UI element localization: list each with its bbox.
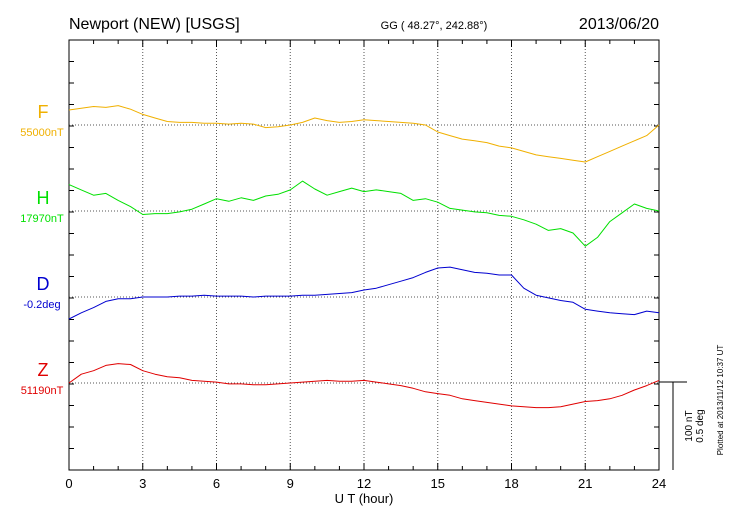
x-tick-label: 15 <box>431 476 445 491</box>
scale-bar-label-deg: 0.5 deg <box>695 409 706 442</box>
x-tick-label: 21 <box>578 476 592 491</box>
series-lines <box>68 105 660 409</box>
x-tick-labels: 0 3 6 9 12 15 18 21 24 <box>65 476 666 491</box>
grid-lines <box>69 40 659 470</box>
x-tick-label: 3 <box>139 476 146 491</box>
x-tick-label: 12 <box>357 476 371 491</box>
series-line-H <box>68 180 660 247</box>
station-coords: GG ( 48.27°, 242.88°) <box>381 20 488 32</box>
series-baseline-F: 55000nT <box>20 127 64 139</box>
plot-frame <box>68 39 660 471</box>
series-line-Z <box>68 363 660 409</box>
x-tick-label: 0 <box>65 476 72 491</box>
series-baseline-H: 17970nT <box>20 213 64 225</box>
plotted-timestamp: Plotted at 2013/11/12 10:37 UT <box>716 345 725 456</box>
series-baseline-Z: 51190nT <box>21 385 64 397</box>
x-tick-label: 9 <box>287 476 294 491</box>
series-line-F <box>68 105 660 163</box>
series-name-F: F <box>38 102 49 122</box>
series-name-H: H <box>37 188 50 208</box>
station-title: Newport (NEW) [USGS] <box>69 16 240 33</box>
series-name-Z: Z <box>38 360 49 380</box>
series-line-D <box>68 266 660 320</box>
series-baseline-D: -0.2deg <box>23 299 60 311</box>
plot-date: 2013/06/20 <box>579 16 659 33</box>
series-labels: F 55000nT H 17970nT D -0.2deg Z 51190nT <box>20 102 64 397</box>
x-tick-label: 18 <box>504 476 518 491</box>
scale-bar-label-nt: 100 nT <box>684 410 695 441</box>
x-axis-label: U T (hour) <box>335 491 394 506</box>
x-tick-label: 6 <box>213 476 220 491</box>
axis-ticks <box>68 40 660 470</box>
x-tick-label: 24 <box>652 476 666 491</box>
scale-bar: 100 nT 0.5 deg <box>659 381 706 470</box>
series-name-D: D <box>37 274 50 294</box>
